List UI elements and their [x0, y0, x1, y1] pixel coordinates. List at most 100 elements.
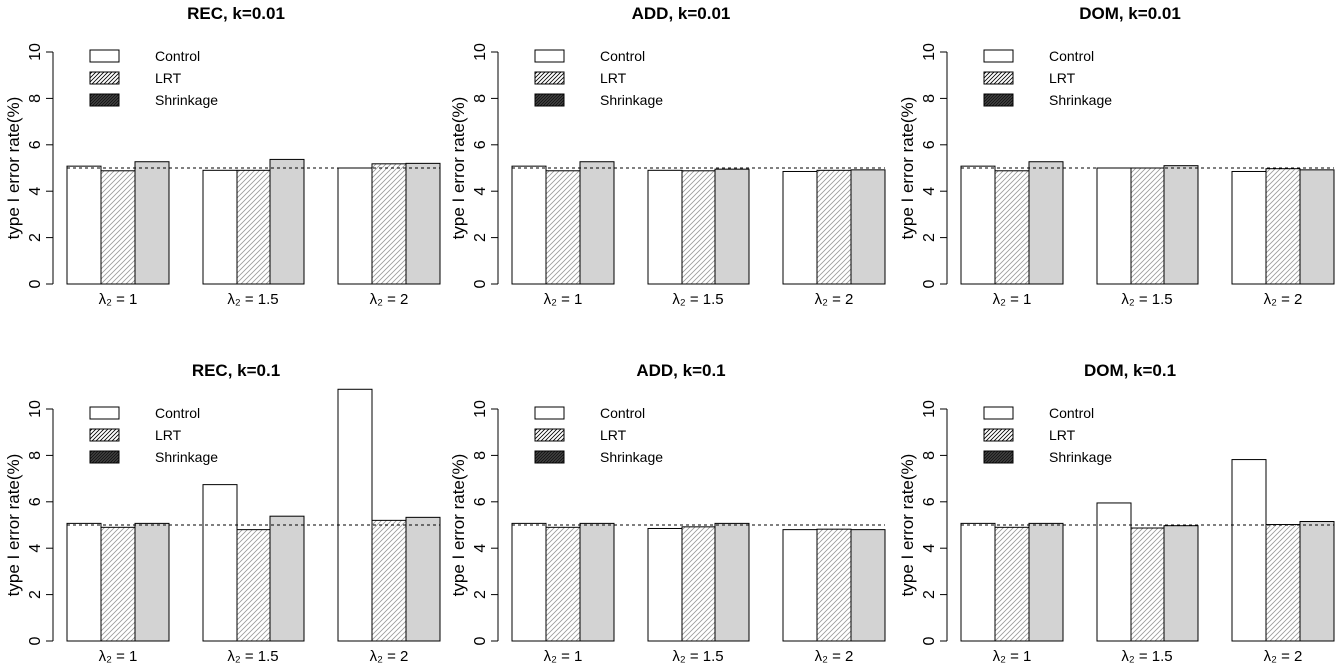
y-tick-label: 10: [27, 400, 44, 418]
bar-shrinkage: [1028, 522, 1064, 642]
bar-shrinkage: [1299, 169, 1335, 285]
bar-shrinkage: [714, 522, 750, 642]
bar-control: [337, 388, 373, 642]
bar-shrinkage: [714, 168, 750, 285]
y-axis-label: type I error rate(%): [898, 454, 917, 597]
y-axis-label: type I error rate(%): [898, 97, 917, 240]
y-tick-label: 8: [921, 451, 938, 460]
y-tick-label: 0: [921, 279, 938, 288]
legend-swatch: [89, 428, 120, 442]
legend-swatch: [534, 49, 565, 63]
y-tick-label: 2: [27, 233, 44, 242]
legend-label: Control: [155, 48, 200, 64]
legend-swatch: [534, 428, 565, 442]
y-tick-label: 0: [27, 279, 44, 288]
chart-panel: DOM, k=0.01 0 2 4 6 8 10 type I error rate(%) λ₂…: [898, 4, 1335, 308]
bar-control: [66, 165, 102, 285]
y-tick-label: 2: [921, 590, 938, 599]
y-tick-label: 6: [921, 497, 938, 506]
bar-control: [1231, 459, 1267, 642]
legend-swatch: [983, 406, 1014, 420]
legend-label: Shrinkage: [600, 449, 663, 465]
bar-shrinkage: [134, 522, 170, 642]
legend-label: LRT: [155, 427, 182, 443]
y-tick-label: 2: [27, 590, 44, 599]
y-tick-label: 10: [472, 400, 489, 418]
x-category-label: λ₂ = 1: [544, 291, 583, 308]
panel-title: REC, k=0.01: [187, 4, 285, 23]
y-tick-label: 4: [472, 544, 489, 553]
x-category-label: λ₂ = 2: [1264, 291, 1303, 308]
y-tick-label: 4: [27, 187, 44, 196]
y-tick-label: 2: [472, 590, 489, 599]
bar-lrt: [681, 170, 717, 285]
bar-control: [960, 522, 996, 642]
bar-control: [647, 527, 683, 642]
bar-lrt: [681, 526, 717, 642]
x-category-label: λ₂ = 2: [815, 291, 854, 308]
legend-swatch: [983, 71, 1014, 85]
legend-label: Shrinkage: [1049, 449, 1112, 465]
bar-shrinkage: [1028, 161, 1064, 285]
legend-label: Control: [600, 405, 645, 421]
legend-label: Control: [155, 405, 200, 421]
y-tick-label: 10: [921, 43, 938, 61]
legend-swatch: [534, 71, 565, 85]
bar-shrinkage: [1163, 525, 1199, 642]
panel-title: REC, k=0.1: [192, 361, 280, 380]
bar-lrt: [1130, 527, 1166, 642]
y-tick-label: 4: [921, 544, 938, 553]
x-category-label: λ₂ = 1.5: [227, 291, 278, 308]
y-axis-label: type I error rate(%): [449, 454, 468, 597]
bar-control: [511, 165, 547, 285]
bar-lrt: [545, 526, 581, 642]
y-tick-label: 6: [27, 497, 44, 506]
bar-control: [782, 170, 818, 285]
bar-shrinkage: [405, 162, 441, 285]
bar-lrt: [371, 519, 407, 642]
bar-control: [202, 169, 238, 285]
y-axis-label: type I error rate(%): [4, 454, 23, 597]
legend-label: LRT: [600, 427, 627, 443]
x-category-label: λ₂ = 1.5: [227, 648, 278, 665]
bar-shrinkage: [269, 515, 305, 642]
chart-panel: DOM, k=0.1 0 2 4 6 8 10 type I error rate(%) λ₂ …: [898, 361, 1335, 665]
legend-swatch: [534, 450, 565, 464]
y-tick-label: 0: [27, 636, 44, 645]
bar-lrt: [994, 526, 1030, 642]
bar-lrt: [545, 170, 581, 285]
y-tick-label: 8: [921, 94, 938, 103]
legend-swatch: [89, 71, 120, 85]
legend-label: Shrinkage: [600, 92, 663, 108]
bar-lrt: [816, 169, 852, 285]
y-tick-label: 8: [472, 451, 489, 460]
x-category-label: λ₂ = 1.5: [1121, 648, 1172, 665]
y-tick-label: 0: [921, 636, 938, 645]
bar-lrt: [371, 163, 407, 285]
chart-panel: REC, k=0.1 0 2 4 6 8 10 type I error rate(%) λ₂ …: [4, 361, 441, 665]
panel-title: ADD, k=0.01: [632, 4, 731, 23]
bar-shrinkage: [850, 529, 886, 642]
legend-label: Shrinkage: [155, 449, 218, 465]
x-category-label: λ₂ = 2: [815, 648, 854, 665]
y-axis-label: type I error rate(%): [4, 97, 23, 240]
y-tick-label: 0: [472, 636, 489, 645]
y-tick-label: 4: [921, 187, 938, 196]
bar-shrinkage: [269, 158, 305, 285]
bar-shrinkage: [579, 522, 615, 642]
bar-control: [66, 522, 102, 642]
legend-label: Shrinkage: [1049, 92, 1112, 108]
bar-shrinkage: [579, 161, 615, 285]
chart-panel: ADD, k=0.01 0 2 4 6 8 10 type I error rate(%) λ₂…: [449, 4, 886, 308]
y-tick-label: 2: [472, 233, 489, 242]
legend-swatch: [89, 406, 120, 420]
bar-lrt: [100, 526, 136, 642]
x-category-label: λ₂ = 2: [370, 291, 409, 308]
bar-control: [647, 169, 683, 285]
y-tick-label: 4: [27, 544, 44, 553]
y-tick-label: 6: [27, 140, 44, 149]
x-category-label: λ₂ = 1: [993, 291, 1032, 308]
bar-shrinkage: [850, 169, 886, 285]
bar-shrinkage: [134, 161, 170, 285]
